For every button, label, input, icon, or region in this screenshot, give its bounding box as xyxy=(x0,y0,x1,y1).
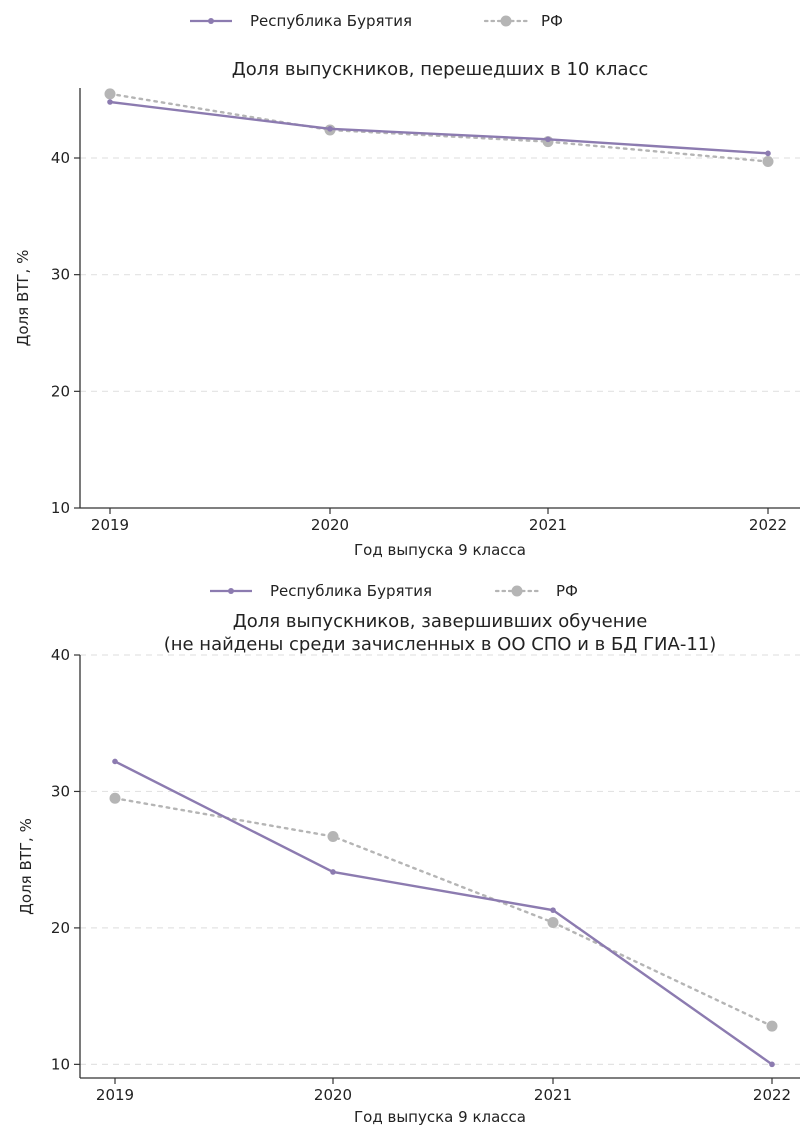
data-point-rf xyxy=(766,1020,778,1032)
legend-marker-buryatia xyxy=(208,18,214,24)
legend: Республика Бурятия РФ xyxy=(190,12,563,30)
data-point-buryatia xyxy=(765,150,771,157)
y-tick-label: 40 xyxy=(51,149,70,167)
chart-subtitle: (не найдены среди зачисленных в ОО СПО и… xyxy=(164,634,717,655)
y-tick-label: 20 xyxy=(51,382,70,400)
x-tick-label: 2019 xyxy=(96,1086,134,1104)
data-point-buryatia xyxy=(545,136,551,143)
x-tick-label: 2021 xyxy=(534,1086,572,1104)
x-axis-label: Год выпуска 9 класса xyxy=(354,1108,526,1126)
chart-title: Доля выпускников, завершивших обучение xyxy=(233,611,648,632)
series-line-buryatia xyxy=(109,100,769,155)
x-tick-label: 2021 xyxy=(529,516,567,534)
x-tick-label: 2020 xyxy=(314,1086,352,1104)
y-tick-label: 10 xyxy=(51,1055,70,1073)
data-point-rf xyxy=(762,156,774,167)
data-point-buryatia xyxy=(769,1061,775,1068)
x-tick-label: 2019 xyxy=(91,516,129,534)
legend-marker-rf xyxy=(511,585,523,597)
x-tick-label: 2020 xyxy=(311,516,349,534)
data-point-buryatia xyxy=(327,126,333,132)
y-tick-label: 40 xyxy=(51,646,70,664)
legend: Республика Бурятия РФ xyxy=(210,582,578,600)
y-tick-label: 30 xyxy=(51,266,70,284)
data-point-rf xyxy=(547,916,559,928)
legend-label-buryatia: Республика Бурятия xyxy=(250,12,412,30)
x-tick-label: 2022 xyxy=(749,516,787,534)
x-tick-label: 2022 xyxy=(753,1086,791,1104)
data-point-buryatia xyxy=(330,869,336,875)
y-tick-label: 20 xyxy=(51,919,70,937)
data-point-rf xyxy=(109,792,121,804)
legend-label-rf: РФ xyxy=(541,12,563,30)
chart-title: Доля выпускников, перешедших в 10 класс xyxy=(232,59,649,80)
y-axis-label: Доля ВТГ, % xyxy=(17,818,35,915)
data-point-buryatia xyxy=(107,99,113,105)
data-point-buryatia xyxy=(550,907,556,913)
y-tick-label: 30 xyxy=(51,782,70,800)
data-point-rf xyxy=(104,88,116,100)
legend-label-rf: РФ xyxy=(556,582,578,600)
y-axis-label: Доля ВТГ, % xyxy=(14,250,32,347)
legend-marker-rf xyxy=(500,15,512,27)
chart-panel-1: Республика Бурятия РФ Доля выпускников, за… xyxy=(17,582,800,1126)
data-point-rf xyxy=(327,830,339,842)
data-point-buryatia xyxy=(112,758,118,765)
legend-label-buryatia: Республика Бурятия xyxy=(270,582,432,600)
y-tick-label: 10 xyxy=(51,499,70,517)
chart-panel-0: Республика Бурятия РФ Доля выпускников, пе… xyxy=(14,12,800,559)
series-line-rf xyxy=(108,92,770,163)
legend-marker-buryatia xyxy=(228,588,234,594)
x-axis-label: Год выпуска 9 класса xyxy=(354,541,526,559)
series-line-rf xyxy=(113,797,774,1028)
series-line-buryatia xyxy=(114,760,773,1066)
